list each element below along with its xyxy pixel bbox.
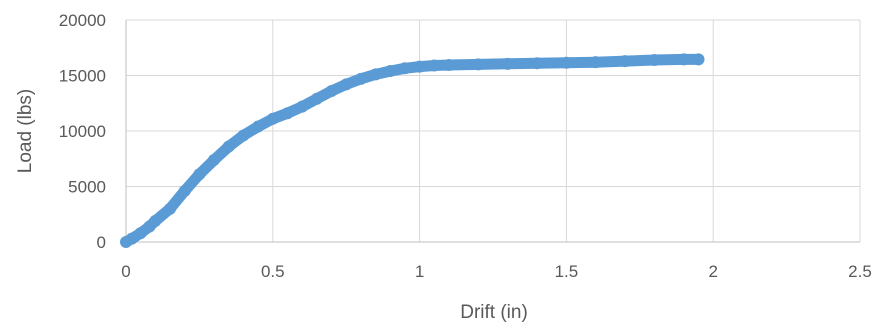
data-point [281, 107, 294, 120]
series-trace [120, 53, 704, 248]
data-point [325, 85, 338, 98]
data-point [310, 92, 323, 105]
y-tick-label: 15000 [59, 67, 106, 86]
data-point [413, 60, 426, 73]
x-tick-label: 1.5 [555, 262, 579, 281]
data-point [178, 184, 191, 197]
data-point [442, 58, 455, 71]
x-tick-label: 1 [415, 262, 424, 281]
data-point [692, 53, 705, 66]
data-point [340, 78, 353, 91]
x-tick-label: 0 [121, 262, 130, 281]
data-point [560, 56, 573, 69]
data-point [398, 62, 411, 75]
y-axis-label: Load (lbs) [15, 89, 36, 174]
y-tick-label: 20000 [59, 11, 106, 30]
data-series [120, 53, 705, 248]
data-point [648, 53, 661, 66]
y-tick-label: 0 [97, 233, 106, 252]
x-tick-label: 0.5 [261, 262, 285, 281]
data-point [428, 59, 441, 72]
data-point [531, 57, 544, 70]
data-point [149, 214, 162, 227]
x-tick-label: 2.5 [848, 262, 872, 281]
data-point [589, 56, 602, 69]
data-point [384, 65, 397, 78]
data-point [501, 57, 514, 70]
data-point [619, 55, 632, 68]
data-point [354, 72, 367, 85]
data-point [208, 153, 221, 166]
data-point [125, 232, 138, 245]
axes [125, 20, 860, 243]
data-point [193, 168, 206, 181]
data-point [677, 53, 690, 66]
data-point [252, 120, 265, 133]
tick-labels: 0 0.5 1 1.5 2 2.5 0 5000 10000 15000 20000 [59, 11, 872, 281]
x-axis-label: Drift (in) [460, 302, 528, 323]
data-point [369, 68, 382, 81]
data-point [472, 58, 485, 71]
y-tick-label: 5000 [68, 178, 106, 197]
data-point [134, 227, 147, 240]
x-tick-label: 2 [708, 262, 717, 281]
gridlines [126, 19, 861, 242]
y-tick-label: 10000 [59, 122, 106, 141]
data-point [222, 140, 235, 153]
data-point [296, 100, 309, 113]
data-point [237, 129, 250, 142]
data-point [266, 112, 279, 125]
data-point [164, 202, 177, 215]
